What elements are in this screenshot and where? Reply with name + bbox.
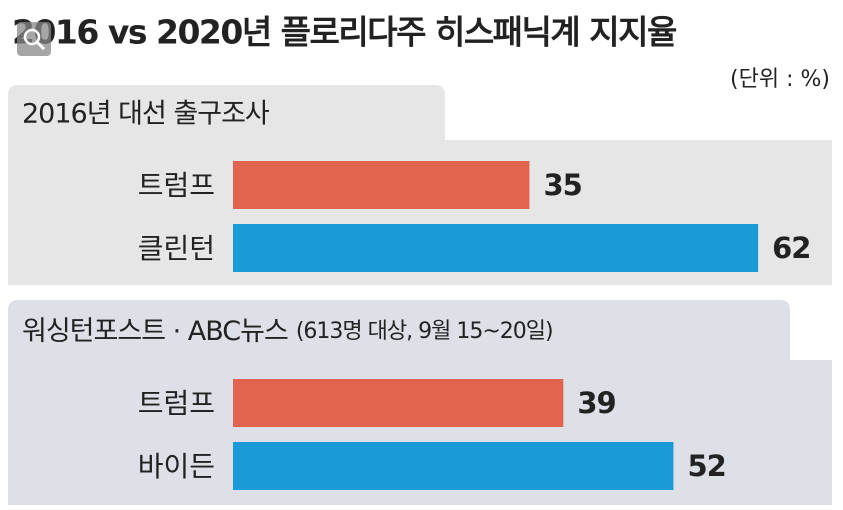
unit-label: (단위 : %) — [730, 67, 830, 92]
value-label: 62 — [772, 231, 810, 265]
category-label: 트럼프 — [138, 169, 215, 202]
panel-title: 워싱턴포스트 · ABC뉴스 (613명 대상, 9월 15~20일) — [22, 316, 553, 347]
panel-subtitle: (613명 대상, 9월 15~20일) — [296, 319, 553, 344]
panel: 워싱턴포스트 · ABC뉴스 (613명 대상, 9월 15~20일) 트럼프 39 바… — [8, 300, 832, 505]
value-label: 35 — [543, 168, 581, 202]
panel-title: 2016년 대선 출구조사 — [22, 98, 270, 129]
panel-title-text: 워싱턴포스트 · ABC뉴스 — [22, 316, 288, 347]
zoom-icon[interactable] — [17, 22, 51, 56]
bar — [233, 224, 759, 272]
category-label: 바이든 — [138, 450, 215, 483]
chart-title: 2016 vs 2020년 플로리다주 히스패닉계 지지율 — [12, 13, 677, 52]
value-label: 52 — [687, 449, 725, 483]
bar — [233, 442, 674, 490]
category-label: 클린턴 — [138, 232, 215, 265]
value-label: 39 — [577, 386, 615, 420]
bar — [233, 161, 530, 209]
category-label: 트럼프 — [138, 387, 215, 420]
bar — [233, 379, 564, 427]
panel-title-text: 2016년 대선 출구조사 — [22, 98, 270, 129]
